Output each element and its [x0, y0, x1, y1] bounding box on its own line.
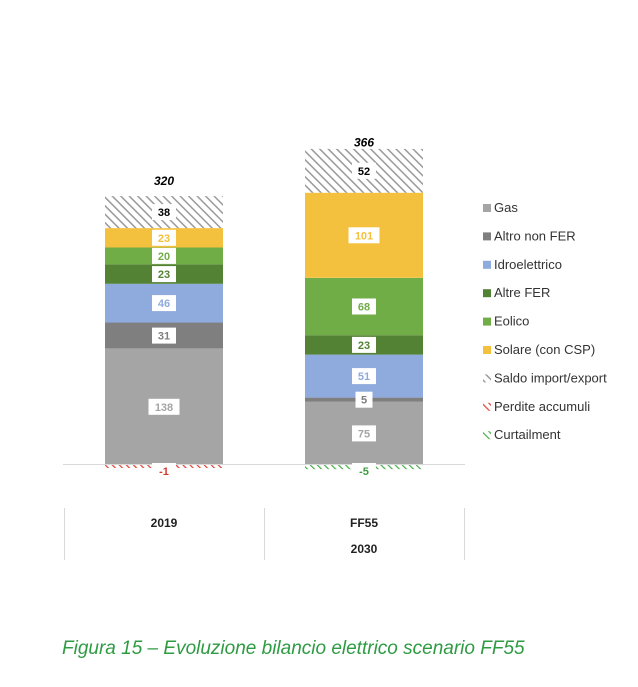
- data-label-box: [152, 247, 176, 264]
- data-label-eolico-2019: 20: [158, 251, 170, 263]
- data-label-gas-ff55: 75: [358, 428, 370, 440]
- category-group-label-2030: 2030: [351, 542, 378, 556]
- category-label-ff55: FF55: [350, 516, 378, 530]
- data-label-box: [152, 204, 176, 221]
- data-label-perdite-accumuli-2019: -1: [159, 466, 169, 478]
- legend-swatch-solare-con-csp: [483, 346, 491, 354]
- data-label-box: [152, 295, 176, 312]
- data-label-altre-fer-ff55: 23: [358, 340, 370, 352]
- data-label-solare-con-csp-2019: 23: [158, 233, 170, 245]
- legend-label-perdite-accumuli: Perdite accumuli: [494, 399, 590, 414]
- data-label-box: [352, 368, 376, 385]
- legend-swatch-curtailment: [483, 431, 491, 440]
- legend-label-curtailment: Curtailment: [494, 427, 561, 442]
- labels-layer: 138 31 46 23 20 23 38 -1 320 75 5 51 23 68 101 52 -5 366: [148, 136, 380, 479]
- legend-label-eolico: Eolico: [494, 314, 529, 329]
- legend-swatch-altro-non-fer: [483, 232, 491, 241]
- data-label-saldo-import-export-2019: 38: [158, 207, 170, 219]
- data-label-box: [352, 425, 376, 442]
- legend-label-gas: Gas: [494, 200, 518, 215]
- category-label-2019: 2019: [151, 516, 178, 530]
- data-label-eolico-ff55: 68: [358, 302, 370, 314]
- data-label-box: [348, 227, 380, 244]
- data-label-idroelettrico-2019: 46: [158, 298, 170, 310]
- data-label-curtailment-ff55: -5: [359, 466, 369, 478]
- legend-swatch-saldo-import-export: [483, 374, 491, 383]
- legend-swatch-idroelettrico: [483, 260, 491, 269]
- data-label-box: [152, 463, 176, 479]
- data-label-box: [355, 391, 373, 408]
- legend-swatch-perdite-accumuli: [483, 402, 491, 411]
- legend-label-saldo-import-export: Saldo import/export: [494, 370, 607, 385]
- data-label-box: [152, 229, 176, 246]
- data-label-box: [148, 398, 180, 415]
- data-label-box: [352, 298, 376, 315]
- data-label-box: [152, 327, 176, 344]
- data-label-idroelettrico-ff55: 51: [358, 371, 370, 383]
- legend-label-altre-fer: Altre FER: [494, 285, 550, 300]
- data-label-altro-non-fer-2019: 31: [158, 331, 170, 343]
- legend-swatch-gas: [483, 204, 491, 212]
- figure-caption: Figura 15 – Evoluzione bilancio elettric…: [62, 638, 525, 659]
- data-label-box: [352, 162, 376, 179]
- data-label-solare-con-csp-ff55: 101: [355, 230, 373, 242]
- data-label-altre-fer-2019: 23: [158, 269, 170, 281]
- data-label-gas-2019: 138: [155, 402, 173, 414]
- legend-swatch-altre-fer: [483, 289, 491, 298]
- legend-label-idroelettrico: Idroelettrico: [494, 257, 562, 272]
- data-label-saldo-import-export-ff55: 52: [358, 166, 370, 178]
- total-label-2019: 320: [154, 174, 174, 188]
- total-label-ff55: 366: [354, 136, 374, 150]
- data-label-box: [352, 336, 376, 353]
- legend-label-altro-non-fer: Altro non FER: [494, 228, 576, 243]
- data-label-box: [152, 266, 176, 283]
- data-label-box: [352, 463, 376, 479]
- legend-label-solare-con-csp: Solare (con CSP): [494, 342, 595, 357]
- data-label-altro-non-fer-ff55: 5: [361, 395, 367, 407]
- legend: Gas Altro non FER Idroelettrico Altre FER Eo…: [483, 200, 607, 442]
- category-axis: 2019 FF55 2030: [64, 508, 465, 560]
- legend-swatch-eolico: [483, 317, 491, 326]
